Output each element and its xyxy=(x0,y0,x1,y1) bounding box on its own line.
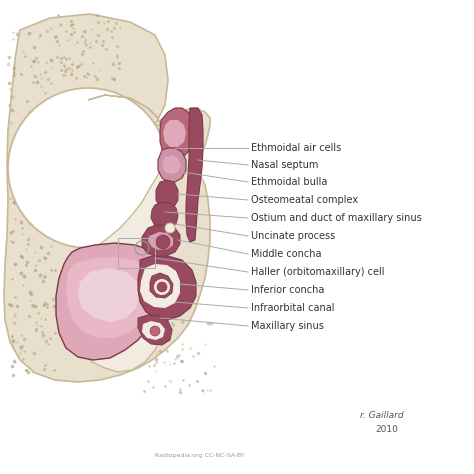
Text: Inferior concha: Inferior concha xyxy=(251,285,324,295)
Text: Infraorbital canal: Infraorbital canal xyxy=(251,303,335,313)
Text: Haller (orbitomaxillary) cell: Haller (orbitomaxillary) cell xyxy=(251,267,384,277)
Polygon shape xyxy=(71,95,168,372)
Polygon shape xyxy=(56,243,162,360)
Text: 2010: 2010 xyxy=(375,426,398,435)
Polygon shape xyxy=(150,273,173,298)
Text: Radiopedia.org CC-NC-SA-BY: Radiopedia.org CC-NC-SA-BY xyxy=(155,453,245,457)
Text: Maxillary sinus: Maxillary sinus xyxy=(251,321,324,331)
Polygon shape xyxy=(78,268,140,322)
Text: Nasal septum: Nasal septum xyxy=(251,160,319,170)
Polygon shape xyxy=(140,264,180,308)
Polygon shape xyxy=(66,257,153,338)
Circle shape xyxy=(150,326,160,336)
Polygon shape xyxy=(156,180,178,210)
Polygon shape xyxy=(138,315,172,345)
Circle shape xyxy=(156,235,170,249)
Polygon shape xyxy=(4,14,210,382)
Polygon shape xyxy=(142,225,180,256)
Text: Ethmoidal bulla: Ethmoidal bulla xyxy=(251,177,328,187)
Text: r. Gaillard: r. Gaillard xyxy=(360,410,404,419)
Circle shape xyxy=(157,282,167,292)
Circle shape xyxy=(8,88,168,248)
Text: Middle concha: Middle concha xyxy=(251,249,321,259)
Polygon shape xyxy=(151,202,178,229)
Circle shape xyxy=(154,279,170,295)
Text: Uncinate process: Uncinate process xyxy=(251,231,335,241)
Polygon shape xyxy=(162,155,181,174)
Polygon shape xyxy=(163,120,186,147)
Polygon shape xyxy=(142,321,165,340)
Text: Ostium and duct of maxillary sinus: Ostium and duct of maxillary sinus xyxy=(251,213,422,223)
Polygon shape xyxy=(148,232,173,250)
Text: Ethmoidal air cells: Ethmoidal air cells xyxy=(251,143,341,153)
Polygon shape xyxy=(160,108,193,160)
Polygon shape xyxy=(186,108,203,242)
Circle shape xyxy=(165,223,175,233)
Polygon shape xyxy=(138,256,196,320)
Text: Osteomeatal complex: Osteomeatal complex xyxy=(251,195,358,205)
Polygon shape xyxy=(158,148,186,182)
